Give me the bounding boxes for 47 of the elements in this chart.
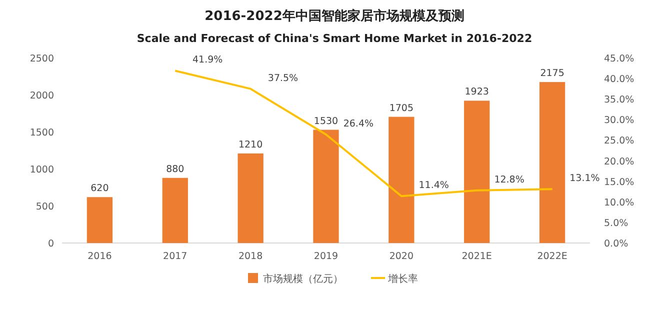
bar [313, 130, 339, 243]
legend-label: 增长率 [387, 273, 418, 285]
y2-tick-label: 25.0% [604, 136, 634, 147]
y-tick-label: 500 [36, 202, 54, 212]
y-tick-label: 2000 [30, 90, 54, 102]
y2-tick-label: 20.0% [604, 156, 634, 168]
y2-tick-label: 5.0% [604, 218, 628, 229]
chart-title: 2016-2022年中国智能家居市场规模及预测 [204, 8, 464, 24]
bar [388, 116, 414, 243]
y-tick-label: 2500 [30, 54, 54, 64]
data-label: 2175 [540, 68, 564, 80]
legend-label: 市场规模（亿元） [263, 273, 343, 285]
y2-tick-label: 45.0% [604, 54, 634, 64]
data-label: 620 [90, 183, 109, 194]
data-label: 41.9% [192, 54, 223, 66]
y2-tick-label: 10.0% [604, 197, 634, 208]
data-label: 1923 [464, 86, 489, 98]
data-label: 26.4% [343, 118, 374, 130]
y-tick-label: 1500 [30, 128, 54, 138]
x-tick-label: 2019 [314, 251, 338, 262]
bar [86, 197, 113, 243]
x-tick-label: 2016 [88, 251, 112, 262]
bar [539, 82, 566, 243]
data-label: 880 [166, 164, 184, 175]
x-tick-label: 2020 [389, 251, 414, 262]
data-label: 1530 [314, 116, 338, 127]
data-label: 13.1% [570, 173, 600, 184]
x-tick-label: 2018 [238, 251, 263, 262]
bar [162, 178, 188, 243]
x-tick-label: 2017 [163, 251, 188, 262]
y-tick-label: 1000 [30, 164, 54, 176]
y2-tick-label: 35.0% [604, 94, 634, 106]
data-label: 37.5% [268, 72, 298, 84]
x-tick-label: 2021E [462, 251, 492, 262]
y2-tick-label: 30.0% [604, 115, 634, 126]
bar [464, 100, 490, 243]
data-label: 1210 [238, 139, 263, 150]
y2-tick-label: 40.0% [604, 74, 634, 86]
chart-subtitle: Scale and Forecast of China's Smart Home Market in 2016-2022 [136, 32, 532, 45]
bar [238, 153, 264, 243]
data-label: 11.4% [418, 180, 449, 192]
y2-tick-label: 15.0% [604, 176, 634, 188]
x-tick-label: 2022E [537, 251, 568, 262]
y-tick-label: 0 [48, 238, 54, 250]
y2-tick-label: 0.0% [604, 238, 628, 250]
data-label: 1705 [389, 102, 414, 114]
data-label: 12.8% [494, 174, 524, 186]
